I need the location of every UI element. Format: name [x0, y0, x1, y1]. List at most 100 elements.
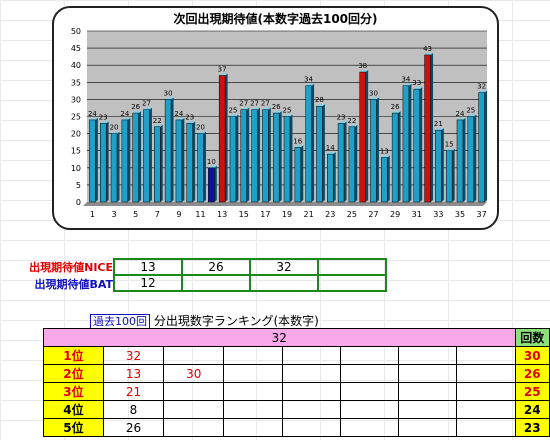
rank-value-cell[interactable]	[223, 364, 283, 383]
bar-value-label: 24	[120, 110, 129, 118]
bar	[294, 147, 302, 203]
rank-value-cell[interactable]: 26	[102, 418, 165, 437]
rank-value-cell[interactable]	[398, 346, 458, 365]
rank-value-cell[interactable]	[223, 382, 283, 401]
rank-value-cell[interactable]	[398, 418, 458, 437]
bar-top	[305, 83, 315, 86]
bar	[186, 123, 193, 203]
rank-value-cell[interactable]	[398, 364, 458, 383]
bar	[132, 112, 139, 203]
bar	[381, 157, 388, 203]
rank-count[interactable]: 25	[514, 382, 550, 401]
x-tick-label: 11	[195, 210, 205, 219]
bar-side	[171, 97, 174, 202]
rank-value-cell[interactable]	[339, 400, 400, 419]
rank-value-cell[interactable]	[398, 382, 458, 401]
rank-value-cell[interactable]	[339, 418, 400, 437]
rank-value-cell[interactable]	[398, 400, 458, 419]
rank-value-cell[interactable]	[456, 382, 516, 401]
bar-top	[327, 152, 336, 155]
rank-value-cell[interactable]	[456, 364, 516, 383]
y-tick-label: 45	[71, 44, 81, 53]
bar-side	[311, 83, 315, 202]
rank-value-cell[interactable]	[339, 364, 400, 383]
rank-count[interactable]: 30	[514, 346, 550, 365]
rank-label[interactable]: 1位	[43, 346, 104, 365]
rank-value-cell[interactable]	[281, 418, 341, 437]
bar-value-label: 23	[185, 113, 194, 121]
bar	[251, 109, 258, 203]
nice-cell[interactable]: 13	[113, 258, 183, 276]
bat-cell[interactable]	[181, 274, 251, 292]
x-tick-label: 21	[304, 210, 314, 219]
y-tick-label: 0	[76, 198, 81, 207]
rank-value-cell[interactable]	[281, 364, 341, 383]
nice-cell[interactable]	[317, 258, 387, 276]
bar-side	[452, 148, 455, 202]
count-header[interactable]: 回数	[514, 328, 550, 347]
bar	[359, 71, 366, 203]
rank-value-cell[interactable]: 8	[102, 400, 165, 419]
rank-count[interactable]: 24	[514, 400, 550, 419]
y-tick-label: 40	[71, 61, 81, 70]
bar-top	[424, 52, 434, 55]
rank-label[interactable]: 5位	[43, 418, 104, 437]
nice-cell[interactable]: 26	[181, 258, 251, 276]
x-tick-label: 15	[239, 210, 249, 219]
rank-value-cell[interactable]	[456, 346, 516, 365]
rank-value-cell[interactable]	[163, 418, 225, 437]
bar	[467, 116, 475, 203]
bar-value-label: 25	[466, 107, 475, 115]
bar-top	[338, 121, 347, 124]
ranking-row: 5位 26 23	[43, 418, 550, 437]
bar-top	[446, 148, 455, 151]
rank-value-cell[interactable]: 32	[102, 346, 165, 365]
bat-cell[interactable]	[317, 274, 387, 292]
bar-value-label: 27	[142, 100, 151, 108]
bar-value-label: 14	[326, 144, 335, 152]
rank-value-cell[interactable]	[339, 346, 400, 365]
bar-side	[138, 111, 142, 202]
rank-value-cell[interactable]: 21	[102, 382, 165, 401]
bar	[424, 54, 431, 203]
rank-value-cell[interactable]	[163, 382, 225, 401]
rank-value-cell[interactable]	[456, 418, 516, 437]
rank-label[interactable]: 4位	[43, 400, 104, 419]
bar-value-label: 24	[174, 110, 183, 118]
chart-frame[interactable]: 0 5 10 15 20 25 30 35 40 45 50 24 23 20 24 26 27 22 30 24 23…	[52, 6, 499, 230]
rank-value-cell[interactable]	[163, 346, 225, 365]
bar-value-label: 15	[445, 141, 454, 149]
ranking-top-value[interactable]: 32	[43, 328, 516, 347]
y-tick-label: 15	[71, 147, 81, 156]
bar-value-label: 32	[477, 83, 486, 91]
bat-cell[interactable]	[249, 274, 319, 292]
rank-count[interactable]: 23	[514, 418, 550, 437]
rank-value-cell[interactable]: 30	[163, 364, 225, 383]
bar-side	[344, 121, 347, 202]
rank-value-cell[interactable]	[223, 400, 283, 419]
bar-value-label: 26	[131, 103, 140, 111]
bar-top	[316, 104, 325, 107]
rank-value-cell[interactable]	[281, 346, 341, 365]
bar	[402, 85, 410, 203]
rank-label[interactable]: 3位	[43, 382, 104, 401]
x-tick-label: 27	[368, 210, 378, 219]
y-tick-label: 20	[71, 130, 81, 139]
bar-value-label: 24	[456, 110, 465, 118]
bar-top	[359, 70, 369, 73]
rank-value-cell[interactable]	[339, 382, 400, 401]
bar	[327, 153, 334, 203]
x-tick-label: 25	[347, 210, 357, 219]
rank-value-cell[interactable]	[456, 400, 516, 419]
rank-value-cell[interactable]	[223, 418, 283, 437]
rank-count[interactable]: 26	[514, 364, 550, 383]
rank-value-cell[interactable]	[281, 400, 341, 419]
rank-value-cell[interactable]	[281, 382, 341, 401]
bar-top	[121, 117, 131, 120]
nice-cell[interactable]: 32	[249, 258, 319, 276]
rank-label[interactable]: 2位	[43, 364, 104, 383]
bat-cell[interactable]: 12	[113, 274, 183, 292]
rank-value-cell[interactable]	[223, 346, 283, 365]
rank-value-cell[interactable]	[163, 400, 225, 419]
rank-value-cell[interactable]: 13	[102, 364, 165, 383]
